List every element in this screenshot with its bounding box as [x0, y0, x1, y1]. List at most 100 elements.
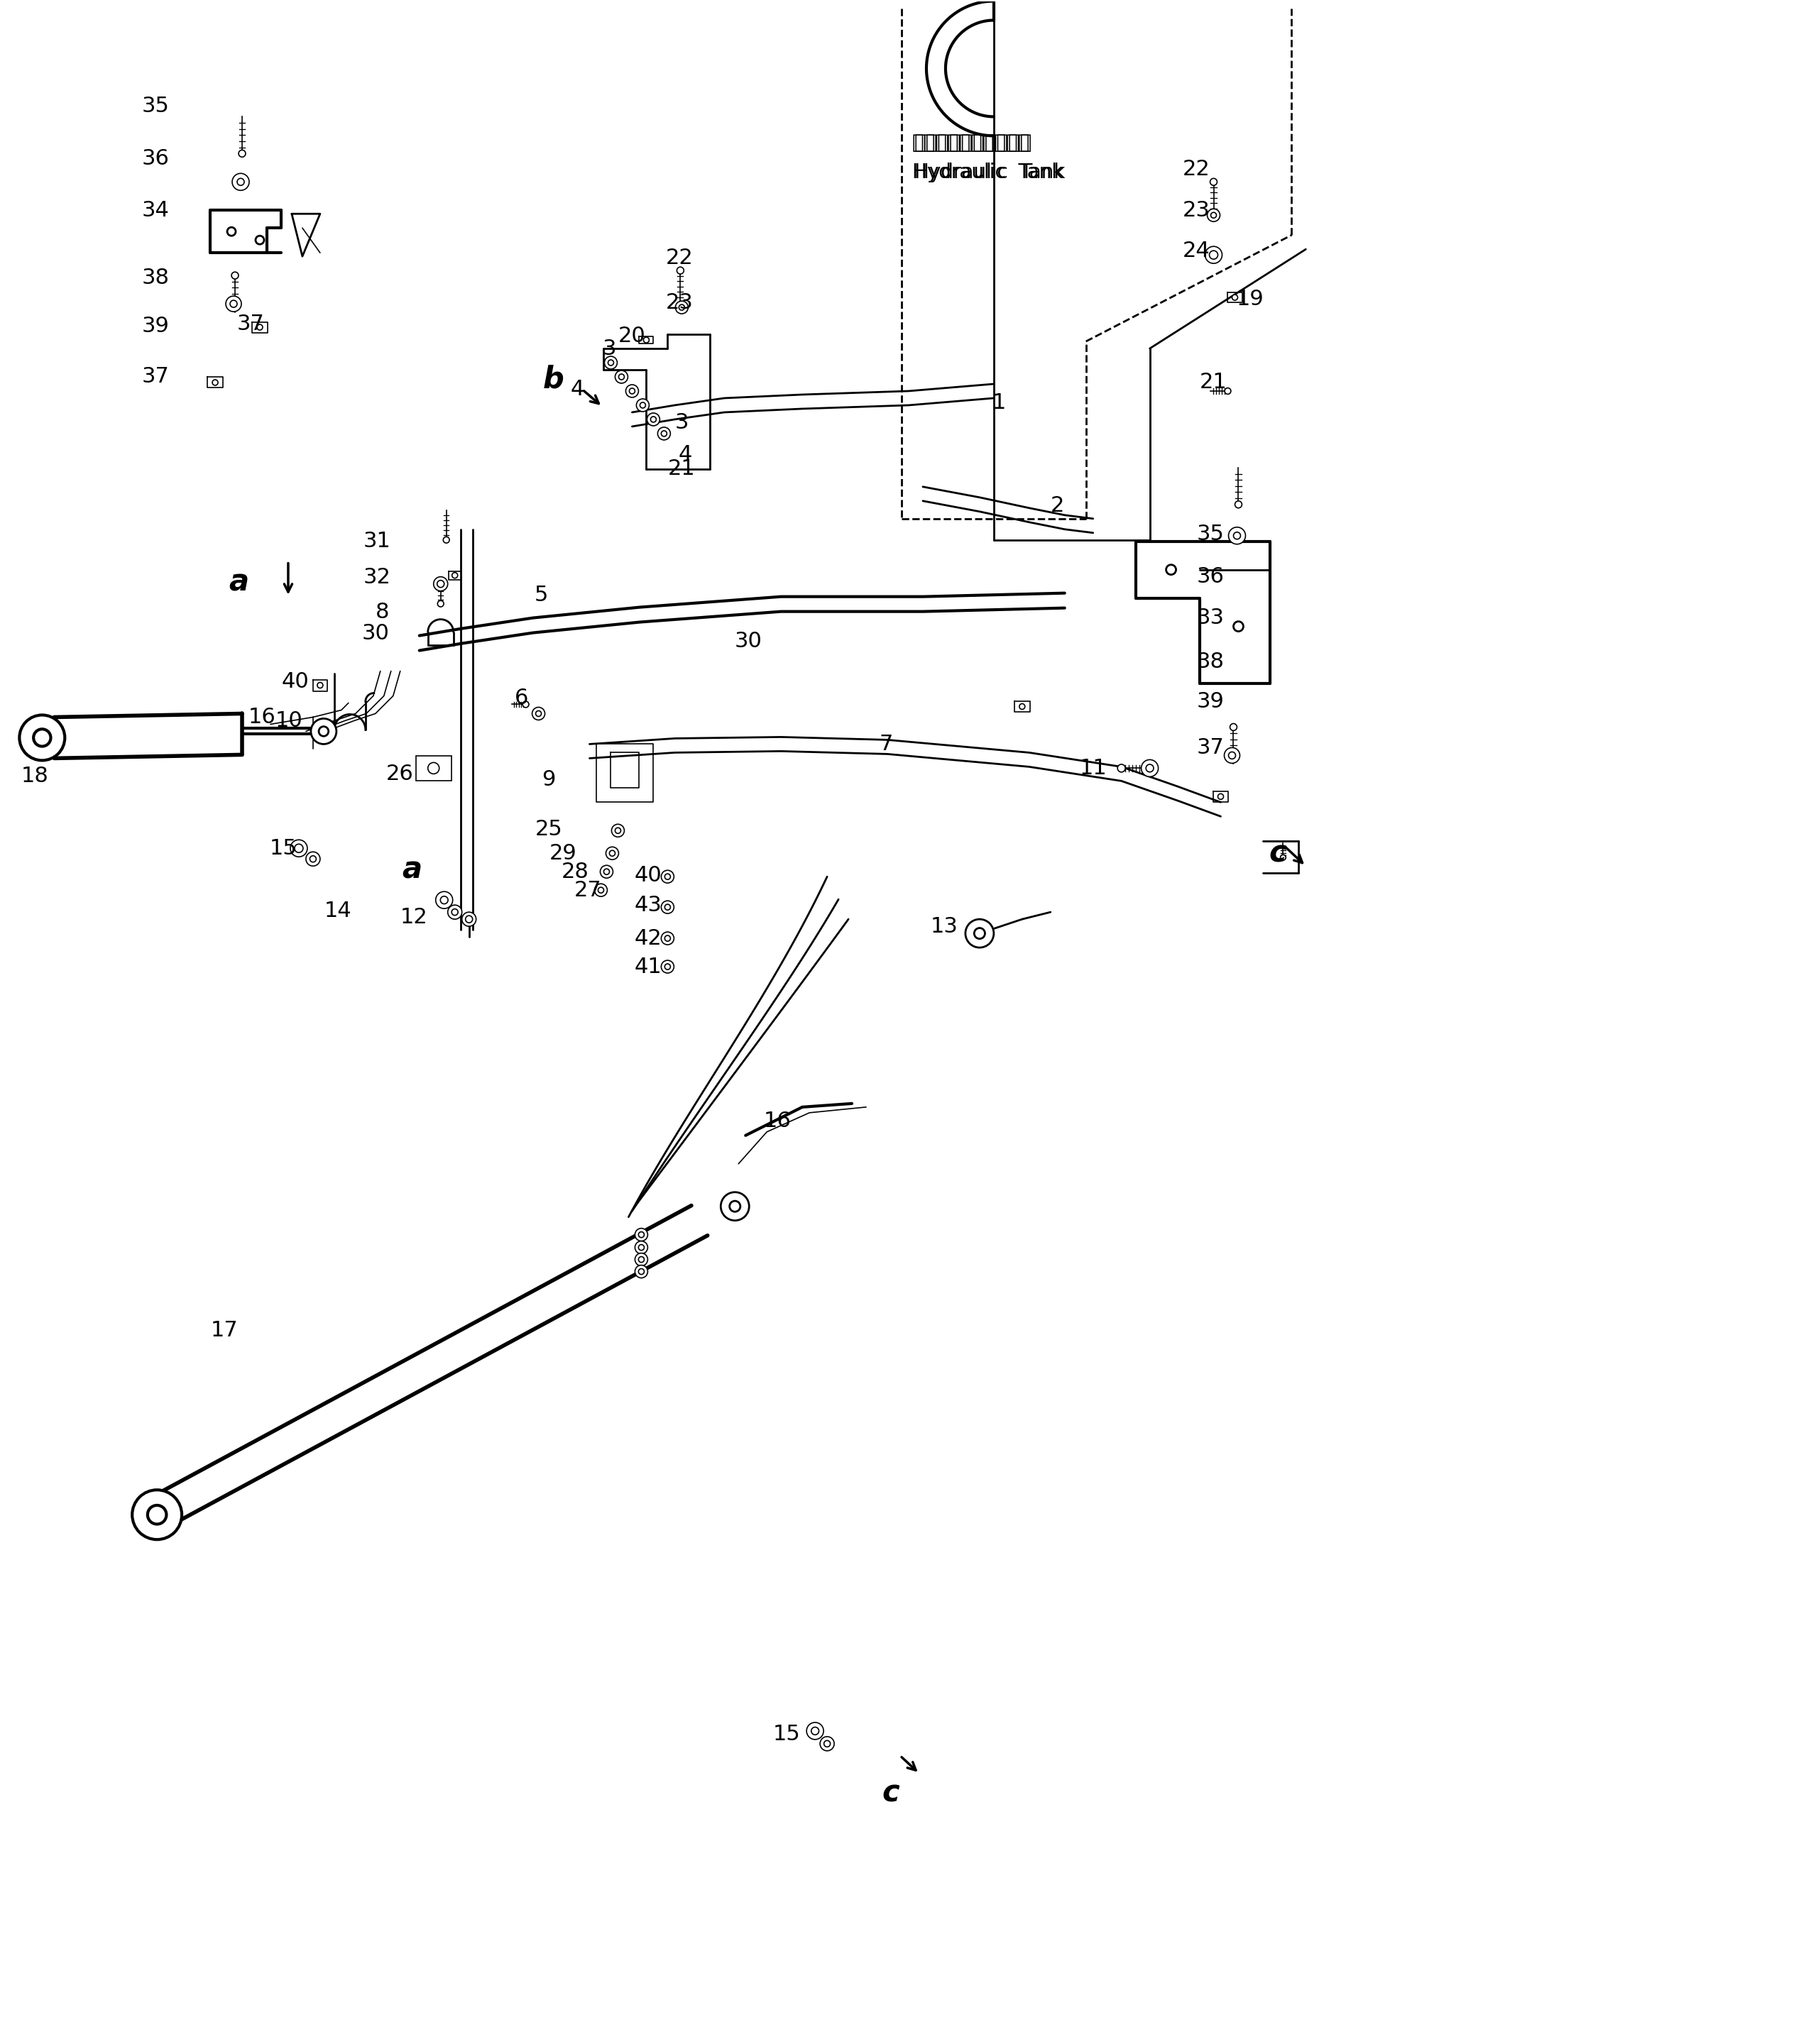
Circle shape	[311, 719, 336, 744]
Text: 36: 36	[143, 149, 170, 170]
Text: ハイドロリックタンク: ハイドロリックタンク	[912, 133, 1029, 153]
Text: 43: 43	[634, 895, 663, 916]
Circle shape	[605, 356, 618, 370]
Circle shape	[657, 427, 670, 439]
Circle shape	[238, 149, 246, 157]
Text: 39: 39	[143, 315, 170, 335]
Circle shape	[213, 380, 219, 386]
Text: 26: 26	[386, 764, 414, 785]
Text: 7: 7	[880, 734, 892, 754]
Text: 23: 23	[666, 292, 694, 313]
Text: 11: 11	[1080, 758, 1107, 779]
Circle shape	[1205, 247, 1223, 264]
Circle shape	[522, 701, 529, 707]
Circle shape	[807, 1723, 824, 1739]
Circle shape	[228, 227, 237, 235]
Circle shape	[452, 572, 457, 578]
Text: 38: 38	[1197, 652, 1224, 672]
Text: 4: 4	[679, 444, 692, 466]
Circle shape	[721, 1192, 749, 1220]
Text: 36: 36	[1197, 566, 1224, 587]
Text: b: b	[544, 364, 563, 394]
Text: 27: 27	[574, 879, 601, 901]
Circle shape	[233, 174, 249, 190]
Circle shape	[305, 852, 320, 867]
Circle shape	[533, 707, 545, 719]
Circle shape	[1233, 621, 1243, 632]
Text: 40: 40	[634, 865, 663, 885]
Text: 9: 9	[542, 769, 554, 789]
Text: 1: 1	[993, 392, 1006, 413]
Text: 34: 34	[143, 200, 170, 221]
Circle shape	[1228, 527, 1246, 544]
Circle shape	[636, 1228, 648, 1241]
Text: 13: 13	[930, 916, 957, 936]
Circle shape	[462, 912, 477, 926]
Circle shape	[1232, 294, 1237, 300]
Circle shape	[661, 871, 674, 883]
Text: 16: 16	[247, 707, 276, 728]
Text: 8: 8	[376, 601, 390, 623]
Circle shape	[677, 268, 684, 274]
Text: 24: 24	[1183, 241, 1210, 262]
Text: 2: 2	[1051, 495, 1064, 517]
Circle shape	[625, 384, 639, 397]
Text: 15: 15	[269, 838, 296, 858]
Text: 15: 15	[773, 1725, 800, 1746]
Text: 4: 4	[571, 380, 585, 401]
Text: 35: 35	[143, 96, 170, 117]
Text: 21: 21	[1199, 372, 1228, 392]
Circle shape	[605, 846, 619, 861]
Circle shape	[636, 1265, 648, 1278]
Circle shape	[1210, 178, 1217, 186]
Circle shape	[600, 865, 612, 879]
Circle shape	[643, 337, 648, 343]
Circle shape	[616, 370, 628, 382]
Text: 32: 32	[363, 566, 390, 589]
Text: 22: 22	[1183, 159, 1210, 180]
Circle shape	[636, 1241, 648, 1253]
Text: 29: 29	[549, 842, 578, 863]
Text: 28: 28	[562, 861, 589, 883]
Text: 22: 22	[666, 247, 694, 268]
Text: 38: 38	[141, 268, 170, 288]
Circle shape	[435, 891, 453, 910]
Circle shape	[1230, 724, 1237, 730]
Circle shape	[636, 1253, 648, 1265]
Circle shape	[231, 272, 238, 278]
Circle shape	[1224, 388, 1232, 394]
Text: 30: 30	[361, 623, 390, 644]
Circle shape	[256, 325, 262, 329]
Bar	[415, 756, 452, 781]
Circle shape	[1019, 703, 1026, 709]
Circle shape	[318, 683, 323, 689]
Circle shape	[433, 576, 448, 591]
Text: 3: 3	[603, 337, 616, 360]
Circle shape	[966, 920, 993, 948]
Text: 39: 39	[1197, 691, 1224, 711]
Text: 31: 31	[363, 531, 390, 552]
Circle shape	[1167, 564, 1176, 574]
Circle shape	[437, 601, 444, 607]
Text: 19: 19	[1237, 288, 1264, 309]
Circle shape	[20, 715, 65, 760]
Text: 3: 3	[675, 413, 688, 433]
Text: 35: 35	[1197, 523, 1224, 544]
Circle shape	[1141, 760, 1158, 777]
Text: 6: 6	[515, 687, 529, 709]
Circle shape	[1217, 793, 1223, 799]
Circle shape	[442, 538, 450, 544]
Circle shape	[256, 235, 264, 245]
Text: 10: 10	[275, 711, 303, 732]
Circle shape	[661, 932, 674, 944]
Text: 33: 33	[1197, 607, 1224, 628]
Text: a: a	[403, 854, 423, 885]
Text: Hydraulic  Tank: Hydraulic Tank	[914, 164, 1066, 182]
Text: 37: 37	[143, 366, 170, 386]
Circle shape	[612, 824, 625, 836]
Text: 25: 25	[535, 820, 563, 840]
Text: 40: 40	[282, 670, 309, 693]
Text: Hydraulic  Tank: Hydraulic Tank	[912, 164, 1064, 182]
Text: 41: 41	[634, 957, 663, 977]
Text: 14: 14	[323, 901, 352, 922]
